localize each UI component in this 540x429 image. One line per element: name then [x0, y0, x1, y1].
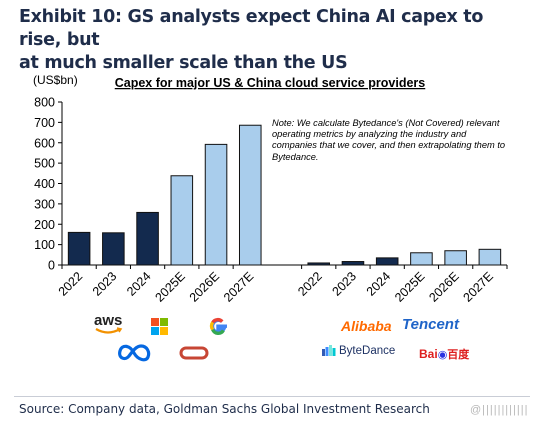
bar-china-2024 — [375, 257, 399, 266]
google-g-icon — [209, 317, 227, 335]
y-tick-label: 600 — [34, 136, 55, 150]
meta-infinity-icon — [118, 344, 151, 362]
chart-title: Capex for major US & China cloud service… — [115, 76, 426, 90]
exhibit-title: Exhibit 10: GS analysts expect China AI … — [19, 6, 529, 75]
bar-china-2027e — [478, 248, 502, 266]
exhibit-title-line-1: Exhibit 10: GS analysts expect China AI … — [19, 7, 484, 50]
bar-us-2024 — [136, 211, 159, 266]
oracle-pill-icon — [179, 346, 209, 360]
exhibit-title-line-2: at much smaller scale than the US — [19, 53, 348, 73]
bar-china-2022 — [307, 262, 331, 266]
y-tick-label: 800 — [34, 96, 55, 110]
x-tick-label: 2022 — [295, 269, 325, 299]
bar-us-2025e — [170, 175, 194, 266]
bar-us-2027e — [238, 124, 262, 266]
x-tick-label: 2026E — [187, 269, 222, 304]
y-tick-label: 700 — [34, 116, 55, 130]
baidu-paw-icon: ◉ — [437, 349, 448, 361]
x-tick-label: 2025E — [152, 269, 187, 304]
google-logo — [206, 314, 230, 343]
tencent-logo: Tencent — [402, 316, 459, 333]
bar-us-2026e — [204, 143, 228, 266]
y-tick-label: 300 — [34, 197, 55, 211]
watermark: @|||||||||||| — [470, 404, 529, 416]
aws-smile-icon — [95, 327, 123, 334]
y-tick-label: 200 — [34, 218, 55, 232]
chart-axes: 0 100 200 300 400 500 600 700 800 — [34, 96, 508, 273]
bar-us-2023 — [102, 232, 125, 266]
baidu-logo: Bai◉百度 — [419, 347, 470, 361]
aws-logo: aws — [94, 313, 130, 337]
x-tick-label: 2024 — [364, 269, 394, 299]
bar-china-2023 — [341, 261, 365, 266]
bytedance-bars-icon — [322, 345, 336, 356]
bar-china-2026e — [444, 250, 467, 266]
x-tick-label: 2023 — [330, 269, 360, 299]
chart-note: Note: We calculate Bytedance's (Not Cove… — [272, 118, 505, 162]
x-tick-label: 2027E — [221, 269, 256, 304]
microsoft-logo — [151, 318, 169, 336]
bytedance-logo: ByteDance — [322, 345, 395, 357]
chart-bars — [67, 124, 502, 266]
x-tick-label: 2023 — [90, 269, 120, 299]
x-tick-label: 2027E — [461, 269, 496, 304]
oracle-logo — [179, 346, 209, 365]
source-divider — [14, 396, 530, 397]
y-axis-unit-label: (US$bn) — [33, 73, 78, 87]
bar-china-2025e — [410, 252, 433, 266]
x-tick-label: 2025E — [392, 269, 427, 304]
y-tick-label: 0 — [48, 259, 55, 273]
y-tick-label: 500 — [34, 157, 55, 171]
y-tick-label: 100 — [34, 238, 55, 252]
source-note: Source: Company data, Goldman Sachs Glob… — [19, 402, 430, 416]
x-tick-label: 2026E — [426, 269, 461, 304]
alibaba-logo: Alibaba — [341, 318, 392, 334]
meta-logo — [116, 343, 152, 368]
x-tick-label: 2022 — [56, 269, 86, 299]
y-tick-label: 400 — [34, 177, 55, 191]
bar-us-2022 — [67, 231, 91, 266]
x-tick-label: 2024 — [124, 269, 154, 299]
